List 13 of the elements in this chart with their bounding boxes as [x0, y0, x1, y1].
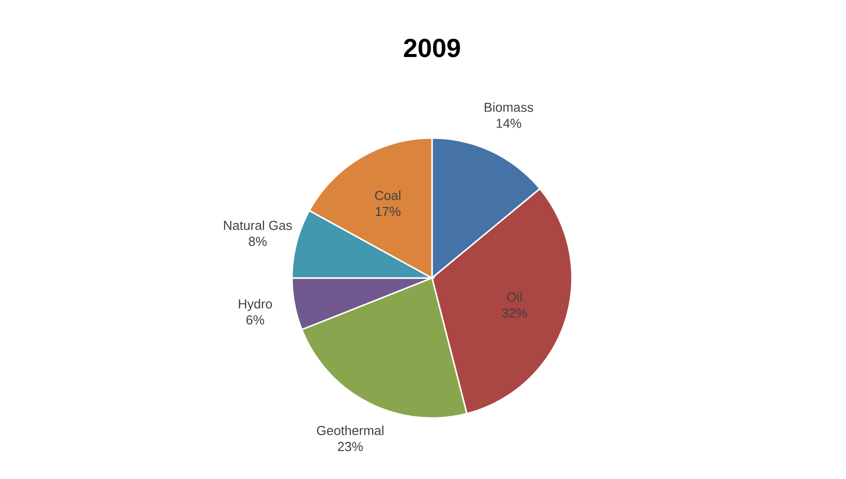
- data-label: 17%: [376, 206, 400, 216]
- data-label: 8%: [248, 236, 267, 246]
- slice-label: Oil: [507, 292, 522, 302]
- data-label: 32%: [502, 308, 528, 318]
- data-label: 23%: [338, 442, 363, 452]
- slice-label: Hydro: [238, 298, 272, 312]
- data-label: 6%: [246, 315, 264, 324]
- slice-label: Geothermal: [316, 426, 384, 436]
- slice-label: Natural Gas: [224, 220, 292, 230]
- slice-label: Coal: [375, 190, 400, 200]
- chart-title: 2009: [404, 38, 460, 58]
- data-label: 14%: [496, 118, 522, 128]
- slice-label: Biomass: [484, 102, 534, 112]
